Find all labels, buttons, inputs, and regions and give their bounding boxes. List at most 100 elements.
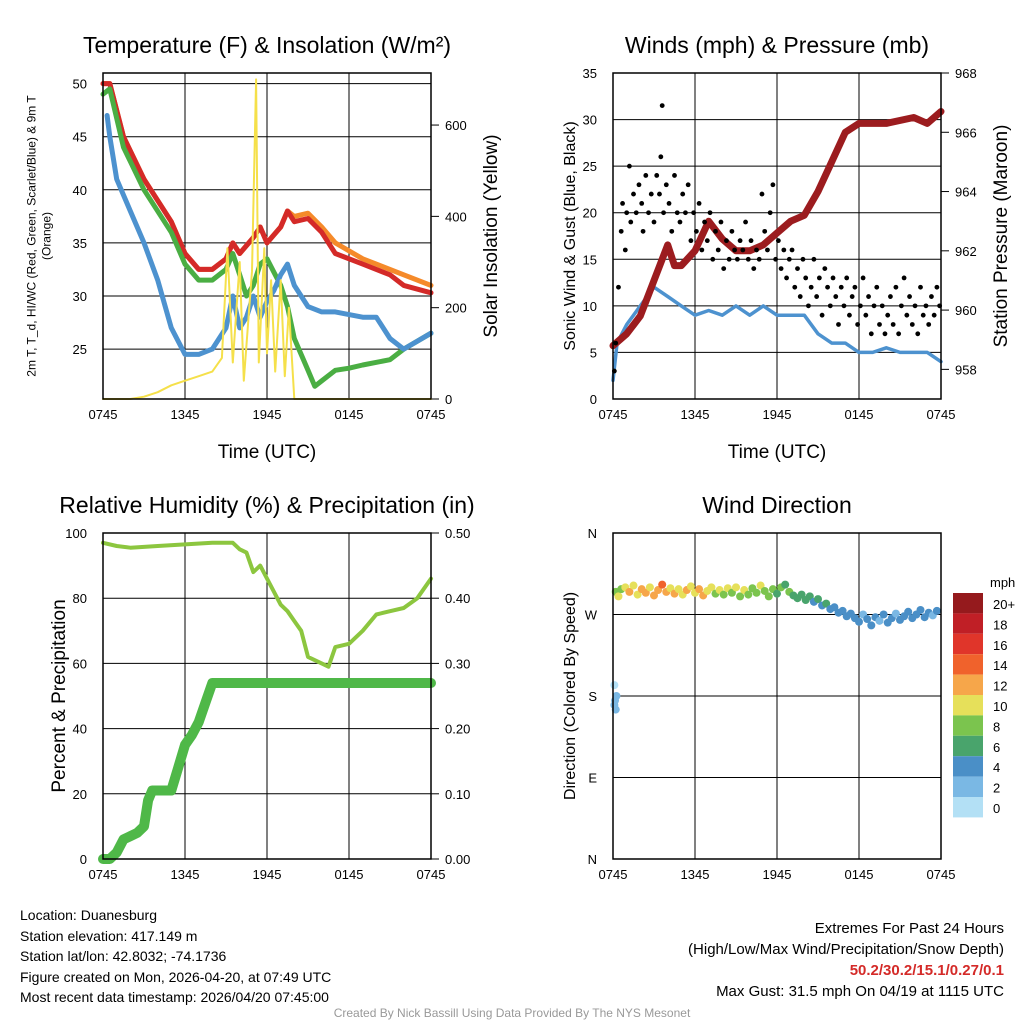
x-tick-label: 0745: [89, 867, 118, 882]
y-tick-label: 20: [73, 787, 87, 802]
chart-panel-1: Winds (mph) & Pressure (mb) 0745 1345 1945 0…: [562, 32, 1012, 463]
gust-point: [920, 312, 926, 318]
gust-point: [693, 228, 699, 234]
gust-point: [718, 219, 724, 225]
legend-swatch: [953, 654, 983, 675]
wind-direction-point: [855, 617, 863, 626]
gust-point: [814, 294, 820, 299]
wind-direction-point: [814, 595, 822, 604]
y-tick-label: 0: [590, 392, 597, 407]
gust-point: [841, 303, 847, 309]
y-tick-label: S: [588, 689, 597, 704]
y-tick-label: 50: [73, 77, 87, 92]
temperature-y-axis-label: 2m T, T_d, HI/WC (Red, Green, Scarlet/Bl…: [24, 95, 54, 377]
gust-point: [929, 294, 934, 299]
y-tick-label: 60: [73, 656, 87, 671]
y2-tick-label: 960: [955, 303, 977, 318]
legend-label: 2: [993, 781, 1000, 796]
legend-swatch: [953, 797, 983, 818]
gust-point: [912, 303, 918, 309]
series-line-precipitation: [98, 678, 436, 864]
y2-tick-label: 0.00: [445, 852, 470, 867]
x-tick-label: 0745: [927, 867, 956, 882]
series-line-sonic-wind: [611, 285, 943, 383]
gust-point: [748, 238, 754, 244]
y-tick-label: 35: [73, 236, 87, 251]
series-line-hi-wc: [104, 113, 434, 357]
y-tick-label: 35: [583, 66, 597, 81]
x-tick-label: 0145: [845, 867, 874, 882]
gust-point: [860, 275, 866, 281]
chart-title: Relative Humidity (%) & Precipitation (i…: [59, 492, 474, 518]
legend-swatch: [953, 674, 983, 695]
wind-direction-point: [625, 587, 634, 596]
gust-point: [737, 238, 743, 244]
y-tick-label: W: [585, 608, 598, 623]
gust-point: [663, 182, 669, 188]
x-axis-label: Time (UTC): [728, 442, 827, 463]
gust-point: [871, 303, 877, 309]
gust-point: [751, 266, 757, 271]
credit-text: Created By Nick Bassill Using Data Provi…: [333, 1006, 691, 1020]
gust-point: [756, 256, 762, 262]
legend-swatch: [953, 633, 983, 655]
wind-direction-point: [867, 621, 876, 630]
gust-point: [620, 201, 625, 206]
y2-axis-label: Station Pressure (Maroon): [991, 125, 1012, 348]
gust-point: [866, 294, 871, 299]
chart-title: Temperature (F) & Insolation (W/m²): [83, 32, 451, 58]
gust-point: [833, 294, 839, 299]
gust-point: [901, 275, 907, 281]
wind-direction-point: [666, 584, 675, 593]
x-tick-label: 1345: [171, 407, 200, 422]
gust-point: [704, 238, 710, 244]
y-tick-label: 10: [583, 299, 597, 314]
legend-title: mph: [990, 575, 1015, 590]
x-tick-label: 0745: [89, 407, 118, 422]
y2-tick-label: 400: [445, 209, 467, 224]
gust-point: [838, 284, 844, 290]
gust-point: [847, 312, 852, 318]
y2-tick-label: 964: [955, 185, 977, 200]
gust-point: [852, 284, 858, 290]
recent-data-text: Most recent data timestamp: 2026/04/20 0…: [20, 989, 329, 1005]
y2-tick-label: 0: [445, 392, 452, 407]
x-tick-label: 1945: [763, 867, 792, 882]
gust-point: [702, 219, 707, 225]
series-line-insolation: [102, 78, 432, 400]
y2-tick-label: 968: [955, 66, 977, 81]
legend-label: 18: [993, 617, 1007, 632]
y-tick-label: E: [588, 771, 597, 786]
y-tick-label: N: [588, 852, 597, 867]
x-tick-label: 1345: [681, 867, 710, 882]
gust-point: [618, 228, 624, 234]
y2-tick-label: 962: [955, 244, 977, 259]
legend-label: 16: [993, 638, 1007, 653]
gust-point: [677, 219, 683, 225]
gust-point: [643, 173, 649, 178]
gust-point: [724, 238, 729, 244]
wind-direction-point: [916, 605, 925, 614]
y2-tick-label: 0.20: [445, 722, 470, 737]
x-tick-label: 1345: [681, 407, 710, 422]
wind-direction-point: [732, 583, 740, 592]
gust-point: [882, 331, 888, 337]
gust-point: [909, 322, 915, 327]
wind-direction-point: [736, 592, 745, 601]
gust-point: [685, 182, 691, 188]
wind-direction-point: [838, 606, 847, 615]
created-text: Figure created on Mon, 2026-04-20, at 07…: [20, 968, 332, 985]
gust-point: [680, 191, 686, 197]
wind-direction-point: [612, 692, 621, 700]
gust-point: [713, 228, 718, 234]
y-tick-label: N: [588, 526, 597, 541]
gust-point: [707, 210, 713, 216]
wind-direction-point: [891, 609, 900, 618]
wind-direction-point: [797, 590, 806, 599]
x-tick-label: 0145: [845, 407, 874, 422]
gust-point: [666, 201, 672, 206]
x-tick-label: 1945: [253, 867, 282, 882]
gust-point: [803, 275, 809, 281]
gust-point: [885, 312, 891, 318]
